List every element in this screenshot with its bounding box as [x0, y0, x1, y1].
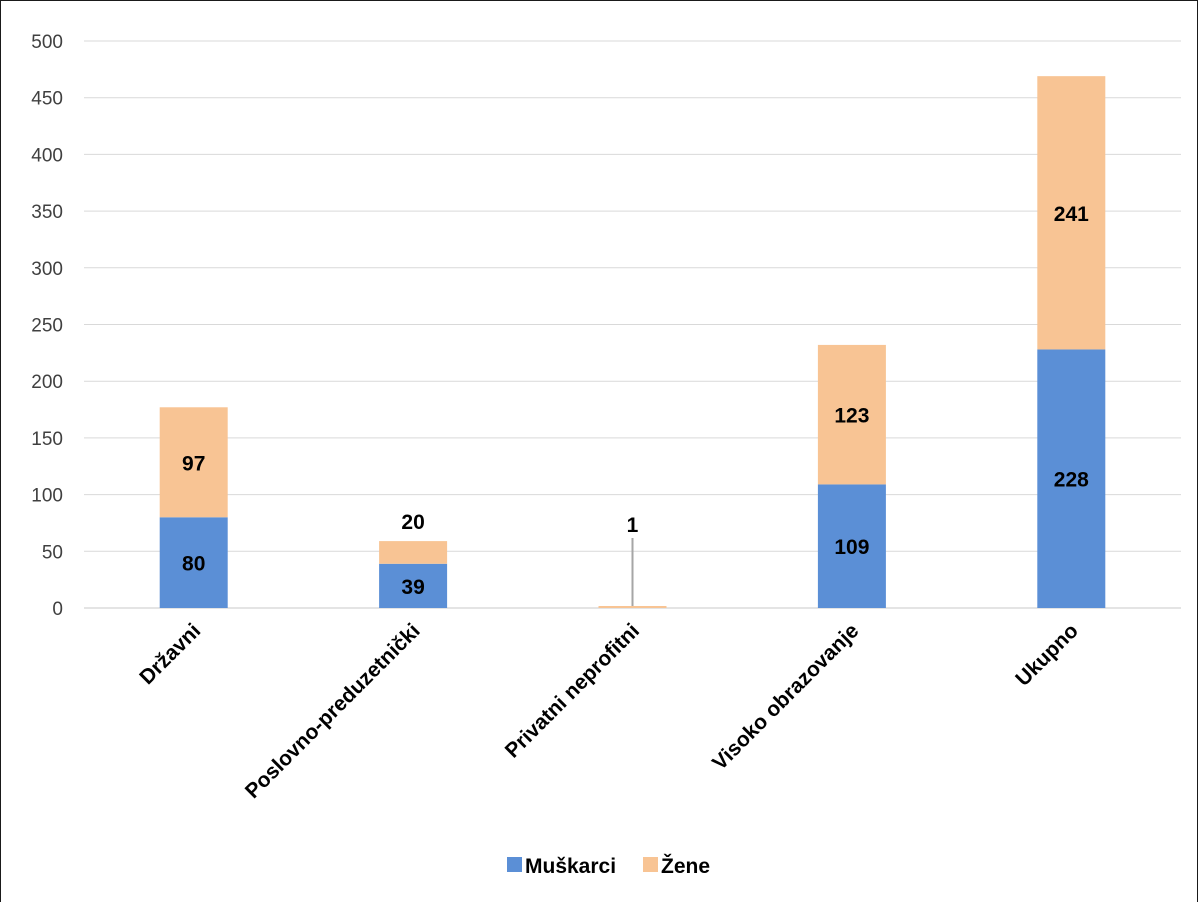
legend-label: Žene: [661, 854, 710, 878]
y-tick-label: 100: [31, 486, 63, 507]
bar-muskarci: [159, 517, 228, 608]
data-label: 80: [182, 553, 205, 576]
data-label: 1: [627, 514, 639, 537]
category-label: Visoko obrazovanje: [708, 619, 863, 774]
category-label: Poslovno-preduzetnički: [241, 619, 425, 803]
data-label: 39: [401, 576, 424, 599]
y-axis-ticks: 0 50 100 150 200 250 300 350 400 450 500: [31, 32, 63, 620]
y-tick-label: 0: [52, 599, 63, 620]
y-tick-label: 50: [42, 542, 63, 563]
bar-muskarci: [379, 563, 448, 608]
data-label: 241: [1054, 203, 1089, 226]
bar-zene: [1037, 76, 1106, 350]
legend: Muškarci Žene: [507, 854, 710, 878]
bars: [159, 76, 1106, 608]
bar-muskarci: [1037, 349, 1106, 608]
y-tick-label: 300: [31, 259, 63, 280]
y-tick-label: 400: [31, 145, 63, 166]
y-tick-label: 200: [31, 372, 63, 393]
category-label: Državni: [135, 619, 205, 689]
category-label: Privatni neprofitni: [501, 619, 644, 762]
legend-label: Muškarci: [525, 855, 616, 878]
bar-zene: [159, 407, 228, 518]
data-label: 97: [182, 452, 205, 475]
y-tick-label: 450: [31, 89, 63, 110]
data-label: 123: [834, 405, 869, 428]
y-tick-label: 350: [31, 202, 63, 223]
bar-zene: [598, 606, 667, 608]
gridlines: [84, 40, 1181, 609]
bar-muskarci: [817, 484, 886, 608]
data-label: 228: [1054, 469, 1089, 492]
x-axis-categories: Državni Poslovno-preduzetnički Privatni ne…: [135, 619, 1083, 803]
data-label: 109: [834, 536, 869, 559]
y-tick-label: 250: [31, 316, 63, 337]
bar-zene: [379, 541, 448, 564]
legend-swatch: [507, 857, 522, 872]
y-tick-label: 150: [31, 429, 63, 450]
category-label: Ukupno: [1011, 619, 1083, 691]
bar-zene: [817, 344, 886, 485]
y-tick-label: 500: [31, 32, 63, 53]
data-label: 20: [401, 511, 424, 534]
data-labels: 80 97 39 20 1 109 123 228 241: [182, 203, 1089, 606]
legend-swatch: [643, 857, 658, 872]
